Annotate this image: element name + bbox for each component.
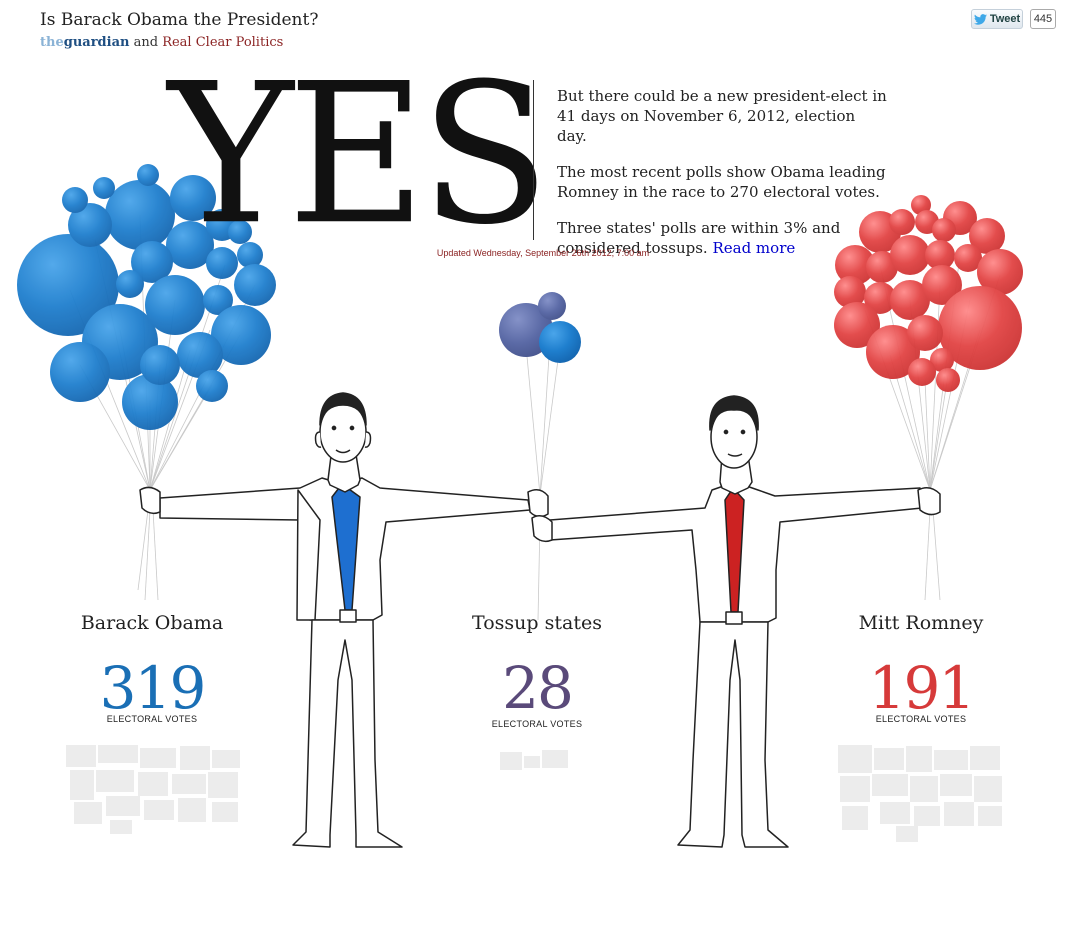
explain-para-2: The most recent polls show Obama leading… (557, 163, 886, 201)
romney-votes-label: ELECTORAL VOTES (875, 714, 967, 724)
tweet-label: Tweet (989, 13, 1021, 25)
obama-votes: 319 (99, 654, 207, 722)
explain-para-3: Three states' polls are within 3% and co… (557, 219, 841, 257)
updated-timestamp: Updated Wednesday, September 26th 2012, … (436, 248, 650, 258)
tweet-count[interactable]: 445 (1030, 9, 1056, 29)
romney-states-map-icon (838, 745, 1002, 842)
tossup-name: Tossup states (472, 612, 602, 634)
tweet-button[interactable]: Tweet (971, 9, 1023, 29)
obama-name: Barack Obama (80, 612, 224, 634)
twitter-bird-icon (973, 13, 987, 25)
guardian-logo[interactable]: theguardian (40, 35, 130, 50)
explanation: But there could be a new president-elect… (557, 86, 887, 274)
romney-name: Mitt Romney (858, 612, 984, 634)
byline: theguardian and Real Clear Politics (40, 35, 283, 50)
tossup-balloons (499, 292, 581, 363)
byline-and: and (133, 35, 159, 50)
tossup-votes-label: ELECTORAL VOTES (491, 719, 583, 729)
page-title: Is Barack Obama the President? (40, 10, 319, 30)
tossup-votes: 28 (502, 654, 574, 722)
obama-balloons (17, 164, 276, 430)
obama-votes-label: ELECTORAL VOTES (106, 714, 198, 724)
romney-balloons (834, 195, 1023, 392)
tossup-states-map-icon (500, 750, 568, 770)
obama-figure (139, 392, 549, 848)
yes-answer: YES (168, 41, 550, 268)
read-more-link[interactable]: Read more (712, 239, 796, 257)
explain-para-1: But there could be a new president-elect… (557, 87, 887, 145)
romney-votes: 191 (868, 654, 976, 722)
obama-states-map-icon (66, 745, 240, 834)
rcp-link[interactable]: Real Clear Politics (162, 35, 284, 50)
romney-figure (531, 395, 941, 848)
hero-divider (533, 80, 534, 240)
